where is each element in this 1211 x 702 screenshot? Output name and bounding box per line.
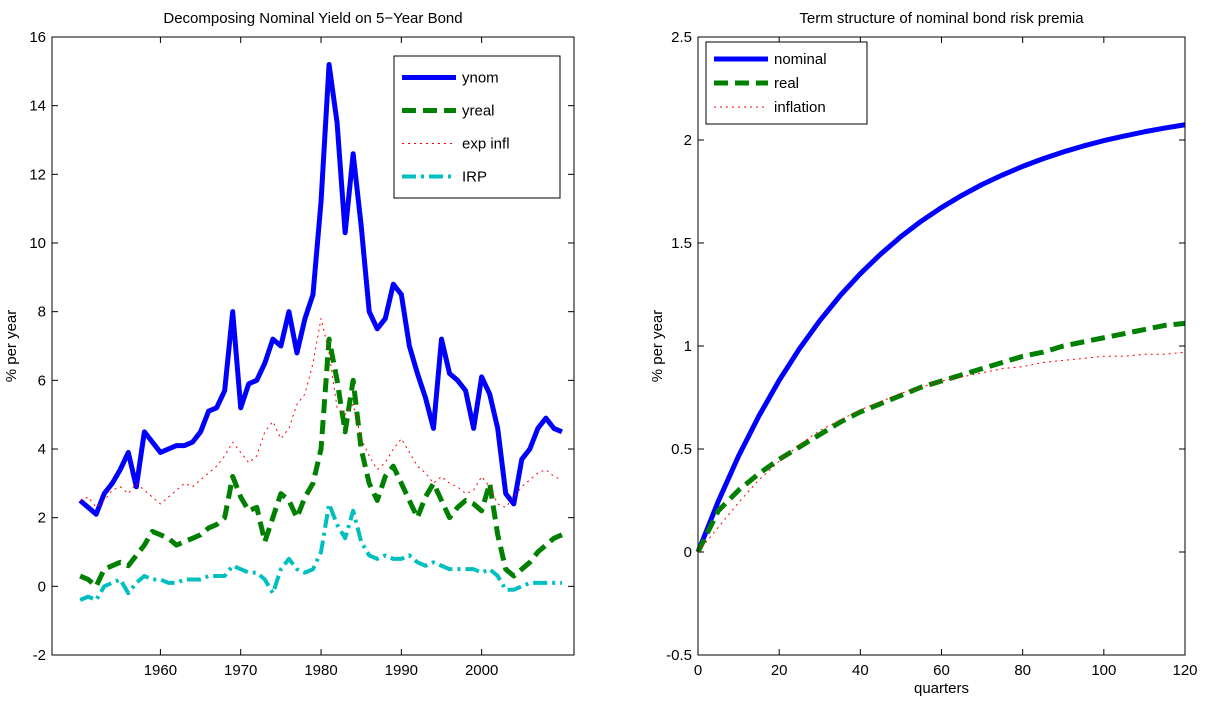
legend-label: yreal <box>462 103 495 120</box>
y-tick-label: 16 <box>29 29 46 46</box>
x-tick-label: 0 <box>694 662 702 679</box>
y-tick-label: 12 <box>29 166 46 183</box>
y-tick-label: 8 <box>38 304 46 321</box>
y-tick-label: 2 <box>38 510 46 527</box>
y-tick-label: 2 <box>684 132 692 149</box>
y-tick-label: -0.5 <box>666 647 692 664</box>
series-line <box>695 122 1186 553</box>
y-axis-label: % per year <box>649 310 666 383</box>
series-line <box>697 351 1186 553</box>
x-axis-label: quarters <box>914 680 969 697</box>
x-tick-label: 1990 <box>385 662 418 679</box>
plot-frame <box>697 36 1186 656</box>
y-tick-label: -2 <box>33 647 46 664</box>
legend-label: ynom <box>462 70 499 87</box>
y-tick-label: 0 <box>38 578 46 595</box>
x-tick-label: 120 <box>1172 662 1197 679</box>
y-tick-label: 14 <box>29 98 46 115</box>
plot-frame <box>51 36 575 656</box>
y-tick-label: 6 <box>38 372 46 389</box>
legend-label: inflation <box>774 99 826 116</box>
legend-box <box>705 41 868 125</box>
series-line <box>79 501 562 603</box>
series-line <box>695 320 1186 554</box>
y-tick-label: 4 <box>38 441 46 458</box>
x-tick-label: 40 <box>852 662 869 679</box>
x-tick-label: 100 <box>1091 662 1116 679</box>
x-tick-label: 1980 <box>304 662 337 679</box>
x-tick-label: 60 <box>933 662 950 679</box>
series-line <box>79 318 563 508</box>
series-line <box>79 336 563 589</box>
chart-title: Decomposing Nominal Yield on 5−Year Bond <box>163 10 462 27</box>
y-tick-label: 2.5 <box>671 29 692 46</box>
x-tick-label: 2000 <box>465 662 498 679</box>
legend-label: IRP <box>462 169 487 186</box>
y-tick-label: 0 <box>684 544 692 561</box>
legend-label: nominal <box>774 51 827 68</box>
legend-label: real <box>774 75 799 92</box>
plot-area <box>698 37 1185 655</box>
x-tick-label: 1960 <box>144 662 177 679</box>
y-tick-label: 0.5 <box>671 441 692 458</box>
chart-title: Term structure of nominal bond risk prem… <box>799 10 1084 27</box>
y-axis-label: % per year <box>3 310 20 383</box>
legend-label: exp infl <box>462 136 510 153</box>
x-tick-label: 80 <box>1014 662 1031 679</box>
y-tick-label: 10 <box>29 235 46 252</box>
x-tick-label: 20 <box>771 662 788 679</box>
y-tick-label: 1 <box>684 338 692 355</box>
y-tick-label: 1.5 <box>671 235 692 252</box>
x-tick-label: 1970 <box>224 662 257 679</box>
series-line <box>78 61 563 517</box>
